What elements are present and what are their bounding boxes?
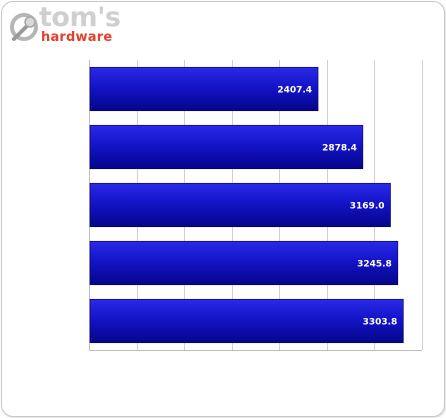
bar (89, 182, 391, 228)
bar (89, 240, 399, 286)
bar-value-label: 2878.4 (322, 144, 357, 154)
logo-text-toms: tom's (39, 2, 121, 33)
bar-value-label: 3303.8 (363, 318, 398, 328)
value-labels: 2407.4 2878.4 3169.0 3245.8 3303.8 (277, 86, 397, 328)
wrench-icon (10, 13, 38, 41)
bar-value-label: 3245.8 (357, 260, 392, 270)
logo-text-hardware: hardware (41, 30, 113, 45)
bar (89, 66, 319, 112)
toms-hardware-logo: tom's hardware (5, 2, 121, 50)
bar (89, 124, 364, 170)
bar (89, 298, 404, 344)
bars (89, 66, 404, 344)
bar-value-label: 3169.0 (350, 202, 385, 212)
bar-value-label: 2407.4 (277, 86, 312, 96)
